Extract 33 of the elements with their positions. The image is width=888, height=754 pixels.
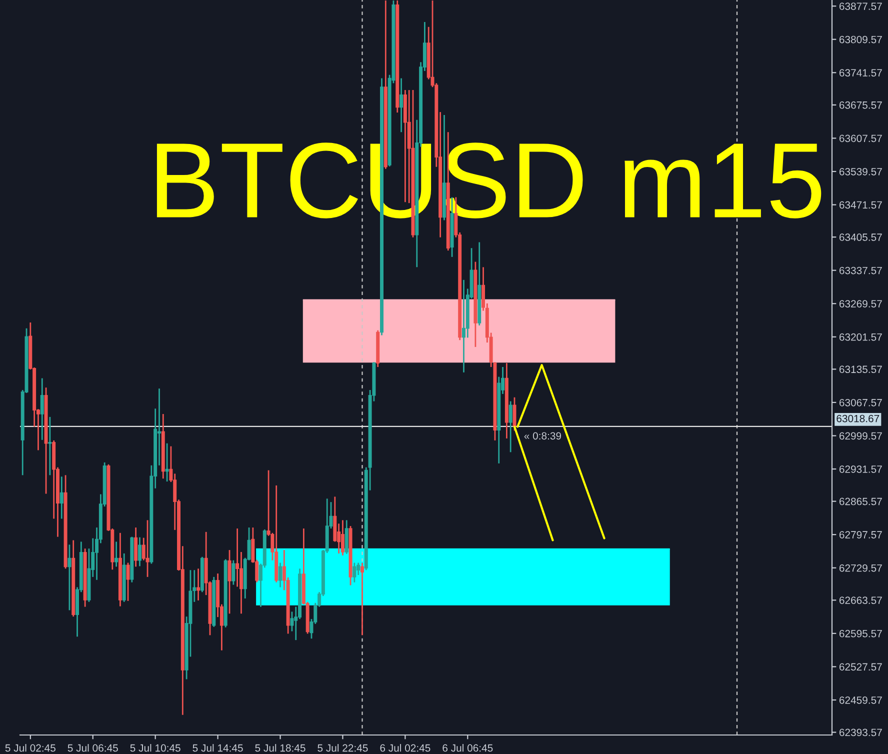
- x-tick-label: 5 Jul 14:45: [192, 744, 243, 752]
- x-tick-label: 5 Jul 18:45: [255, 744, 306, 752]
- x-tick-label: 6 Jul 06:45: [442, 744, 493, 752]
- y-tick-label: 63675.57: [839, 101, 882, 109]
- ref-line-label: 63018.67: [836, 414, 880, 422]
- y-tick-label: 63741.57: [839, 69, 882, 77]
- annotation: « 0:8:39: [524, 432, 562, 440]
- y-tick-label: 62999.57: [839, 432, 882, 440]
- x-tick-label: 5 Jul 10:45: [130, 744, 180, 752]
- y-tick-label: 62797.57: [839, 531, 882, 538]
- y-tick-label: 63471.57: [839, 201, 882, 209]
- y-tick-label: 62459.57: [839, 696, 882, 704]
- y-tick-label: 63337.57: [839, 266, 882, 274]
- y-tick-label: 63607.57: [839, 134, 882, 142]
- x-tick-label: 5 Jul 06:45: [68, 744, 118, 752]
- x-tick-label: 5 Jul 02:45: [5, 744, 56, 752]
- y-tick-label: 62865.57: [839, 498, 882, 506]
- x-tick-label: 6 Jul 02:45: [380, 744, 430, 752]
- y-tick-label: 63877.57: [839, 2, 882, 10]
- y-tick-label: 62393.57: [839, 728, 882, 736]
- y-tick-label: 63539.57: [839, 168, 882, 176]
- y-tick-label: 62729.57: [839, 564, 882, 572]
- y-tick-label: 63809.57: [839, 36, 882, 44]
- y-tick-label: 62595.57: [839, 630, 882, 638]
- x-tick-label: 5 Jul 22:45: [318, 744, 368, 752]
- y-tick-label: 63201.57: [839, 333, 882, 341]
- y-tick-label: 63405.57: [839, 234, 882, 241]
- y-tick-label: 63269.57: [839, 300, 882, 308]
- y-tick-label: 62931.57: [839, 466, 882, 473]
- y-tick-label: 62527.57: [839, 663, 882, 671]
- y-tick-label: 63135.57: [839, 366, 882, 374]
- y-tick-label: 63067.57: [839, 398, 882, 406]
- y-tick-label: 62663.57: [839, 596, 882, 604]
